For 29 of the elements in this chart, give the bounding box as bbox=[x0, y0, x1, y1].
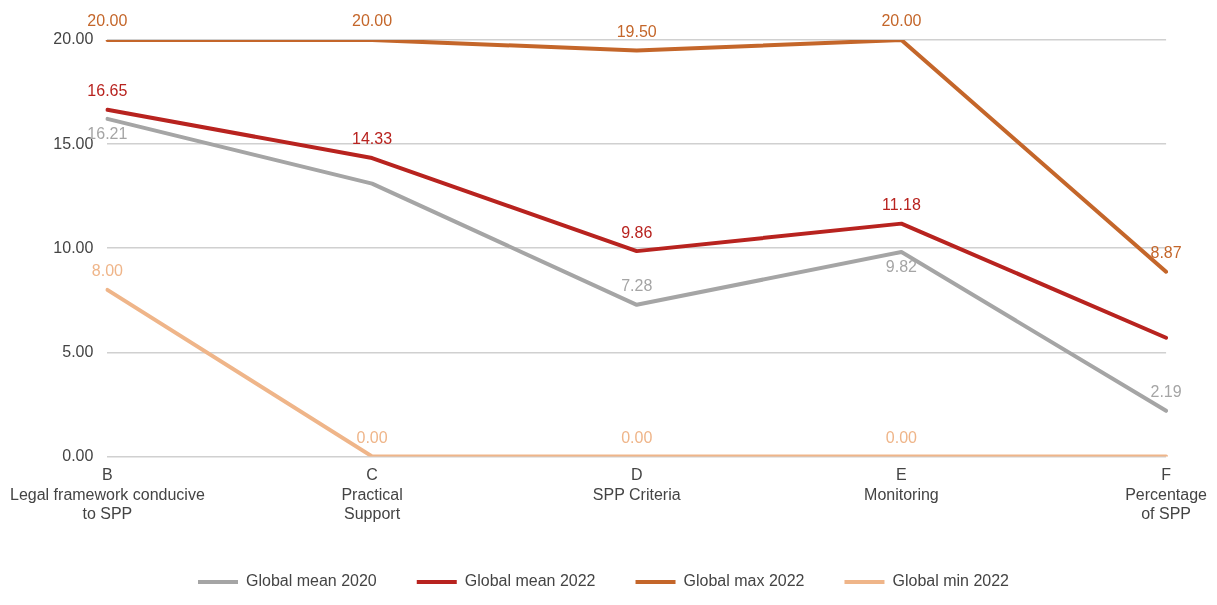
data-label: 19.50 bbox=[616, 22, 657, 40]
data-label: 2.19 bbox=[1150, 383, 1182, 401]
data-label: 0.00 bbox=[885, 428, 918, 446]
data-label: 8.87 bbox=[1150, 244, 1182, 262]
x-tick-label: D SPP Criteria bbox=[592, 466, 681, 503]
legend-label: Global min 2022 bbox=[892, 572, 1010, 590]
data-label: 11.18 bbox=[881, 196, 921, 214]
data-label: 8.00 bbox=[91, 262, 124, 280]
data-label: 7.28 bbox=[621, 277, 653, 295]
x-tick-label: C Practical Support bbox=[341, 466, 403, 522]
x-tick-label: F Percentage of SPP bbox=[1125, 466, 1208, 522]
data-label: 16.65 bbox=[87, 82, 128, 100]
data-label: 20.00 bbox=[352, 12, 393, 30]
legend-label: Global max 2022 bbox=[683, 572, 805, 590]
data-label: 20.00 bbox=[87, 12, 128, 30]
data-label: 14.33 bbox=[352, 130, 393, 148]
legend-label: Global mean 2022 bbox=[464, 572, 596, 590]
y-tick-label: 20.00 bbox=[53, 30, 94, 48]
y-tick-label: 5.00 bbox=[62, 342, 94, 360]
data-label: 0.00 bbox=[621, 428, 653, 446]
legend-label: Global mean 2020 bbox=[246, 572, 377, 590]
y-tick-label: 0.00 bbox=[62, 446, 94, 464]
data-label: 9.86 bbox=[621, 223, 653, 241]
x-tick-label: B Legal framework conducive to SPP bbox=[10, 466, 205, 522]
data-label: 9.82 bbox=[885, 258, 918, 276]
data-label: 20.00 bbox=[881, 12, 922, 30]
x-tick-label: E Monitoring bbox=[864, 466, 939, 503]
data-label: 0.00 bbox=[356, 428, 388, 446]
y-tick-label: 10.00 bbox=[53, 238, 94, 256]
